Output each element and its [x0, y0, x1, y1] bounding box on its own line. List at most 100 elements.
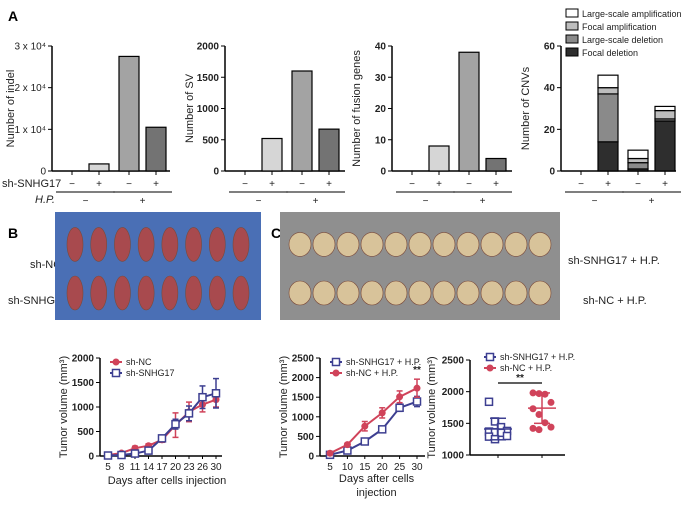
x-tick-label: 5 [327, 462, 333, 473]
tumor [360, 232, 384, 257]
photo-b-row2-label: sh-SNHG17 [8, 295, 67, 307]
data-point [547, 423, 555, 431]
tumor [90, 275, 108, 311]
bar [145, 126, 167, 172]
data-point [103, 451, 113, 460]
tumor [384, 280, 408, 306]
legend-marker [485, 352, 495, 362]
legend-label: Large-scale deletion [582, 35, 663, 45]
legend-label: sh-NC [126, 357, 152, 367]
condition-sign-hp: − [592, 196, 598, 207]
y-tick-label: 40 [375, 42, 387, 53]
y-tick-label: 2 x 10⁴ [14, 83, 46, 94]
condition-sign-hp: − [83, 196, 89, 207]
condition-sign-sh-snhg17: − [466, 179, 472, 190]
y-tick-label: 500 [202, 135, 219, 146]
condition-sign-sh-snhg17: + [493, 179, 499, 190]
y-tick-label: 1500 [72, 378, 95, 389]
tumor [384, 232, 408, 257]
y-axis-label: Tumor volume (mm³) [426, 356, 438, 458]
tumor [408, 232, 432, 257]
condition-sign-sh-snhg17: − [299, 179, 305, 190]
data-point [395, 403, 404, 413]
data-point [326, 449, 334, 457]
stacked-bar-segment [597, 93, 619, 143]
tumor [408, 280, 432, 306]
tumor [432, 280, 456, 306]
photo-b-row1-label: sh-NC [30, 259, 61, 271]
condition-sign-hp: + [140, 196, 146, 207]
data-point [171, 419, 180, 429]
tumor [528, 280, 552, 306]
data-point [211, 389, 221, 398]
series-line [329, 387, 418, 455]
y-tick-label: 1500 [292, 393, 315, 404]
y-axis-label: Tumor volume (mm³) [58, 356, 70, 458]
data-point [378, 409, 386, 417]
y-tick-label: 1500 [197, 73, 220, 84]
bar [318, 128, 340, 172]
tumor [312, 280, 336, 306]
x-axis-label: Days after cells [339, 473, 415, 485]
y-axis-label: Number of fusion genes [351, 50, 363, 167]
tumor [161, 275, 179, 311]
data-point [144, 446, 153, 455]
stacked-bar-segment [597, 87, 619, 95]
y-axis-label: Number of SV [184, 73, 196, 143]
panel-label-c: C [271, 225, 281, 241]
legend-marker [111, 368, 121, 378]
y-tick-label: 2000 [442, 387, 465, 398]
condition-sign-hp: + [649, 196, 655, 207]
y-tick-label: 1000 [72, 403, 95, 414]
y-tick-label: 0 [380, 167, 386, 178]
y-tick-label: 30 [375, 73, 387, 84]
x-tick-label: 23 [183, 462, 195, 473]
stacked-bar-segment [627, 162, 649, 170]
condition-sign-sh-snhg17: + [326, 179, 332, 190]
tumor [528, 232, 552, 257]
condition-sign-sh-snhg17: − [69, 179, 75, 190]
bar [291, 70, 313, 172]
y-axis-label: Number of CNVs [520, 66, 532, 150]
x-axis-label: injection [356, 487, 396, 499]
significance-marker: ** [516, 373, 524, 384]
legend-swatch [565, 47, 579, 57]
y-tick-label: 2500 [442, 356, 465, 367]
tumor [480, 232, 504, 257]
y-tick-label: 1500 [442, 419, 465, 430]
condition-label-hp: H.P. [35, 194, 55, 206]
stacked-bar-segment [654, 109, 676, 120]
x-tick-label: 30 [411, 462, 423, 473]
bar [458, 51, 480, 172]
y-tick-label: 20 [544, 125, 556, 136]
condition-sign-sh-snhg17: − [126, 179, 132, 190]
y-tick-label: 2000 [197, 42, 220, 53]
data-point [130, 449, 140, 458]
data-point [535, 410, 543, 418]
tumor [456, 280, 480, 306]
tumor [480, 280, 504, 306]
y-tick-label: 40 [544, 83, 556, 94]
legend-marker [332, 369, 340, 377]
legend-label: sh-NC + H.P. [346, 368, 398, 378]
tumor [185, 275, 202, 311]
y-tick-label: 2500 [292, 354, 315, 365]
y-tick-label: 1000 [292, 412, 315, 423]
legend-marker [486, 364, 494, 372]
tumor [185, 227, 202, 262]
tumor [288, 232, 312, 257]
y-tick-label: 0 [40, 167, 46, 178]
legend-label: sh-NC + H.P. [500, 363, 552, 373]
condition-sign-sh-snhg17: + [662, 179, 668, 190]
condition-sign-sh-snhg17: − [242, 179, 248, 190]
stacked-bar-segment [627, 157, 649, 164]
data-point [535, 426, 543, 434]
condition-label-sh-snhg17: sh-SNHG17 [2, 178, 61, 190]
y-tick-label: 0 [308, 452, 314, 463]
bar [428, 145, 450, 172]
y-tick-label: 0 [213, 167, 219, 178]
data-point [529, 424, 537, 432]
condition-sign-sh-snhg17: + [153, 179, 159, 190]
bar [261, 137, 283, 172]
